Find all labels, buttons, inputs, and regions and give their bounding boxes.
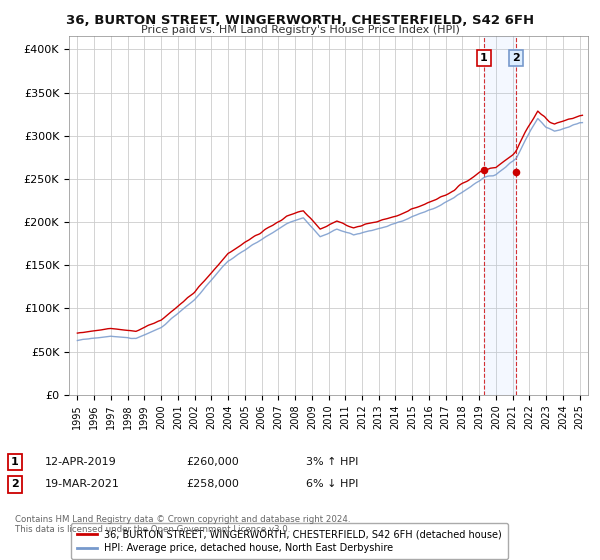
Text: 36, BURTON STREET, WINGERWORTH, CHESTERFIELD, S42 6FH: 36, BURTON STREET, WINGERWORTH, CHESTERF…: [66, 14, 534, 27]
Text: £258,000: £258,000: [186, 479, 239, 489]
Text: 3% ↑ HPI: 3% ↑ HPI: [306, 457, 358, 467]
Text: 19-MAR-2021: 19-MAR-2021: [45, 479, 120, 489]
Legend: 36, BURTON STREET, WINGERWORTH, CHESTERFIELD, S42 6FH (detached house), HPI: Ave: 36, BURTON STREET, WINGERWORTH, CHESTERF…: [71, 523, 508, 559]
Text: This data is licensed under the Open Government Licence v3.0.: This data is licensed under the Open Gov…: [15, 525, 290, 534]
Text: 12-APR-2019: 12-APR-2019: [45, 457, 117, 467]
Point: [512, 167, 521, 176]
Point: [479, 166, 488, 175]
Text: 2: 2: [512, 53, 520, 63]
Text: 1: 1: [480, 53, 488, 63]
Text: 6% ↓ HPI: 6% ↓ HPI: [306, 479, 358, 489]
Text: Contains HM Land Registry data © Crown copyright and database right 2024.: Contains HM Land Registry data © Crown c…: [15, 515, 350, 524]
Bar: [484, 36, 517, 395]
Text: 2: 2: [11, 479, 19, 489]
Text: £260,000: £260,000: [186, 457, 239, 467]
Text: Price paid vs. HM Land Registry's House Price Index (HPI): Price paid vs. HM Land Registry's House …: [140, 25, 460, 35]
Text: 1: 1: [11, 457, 19, 467]
